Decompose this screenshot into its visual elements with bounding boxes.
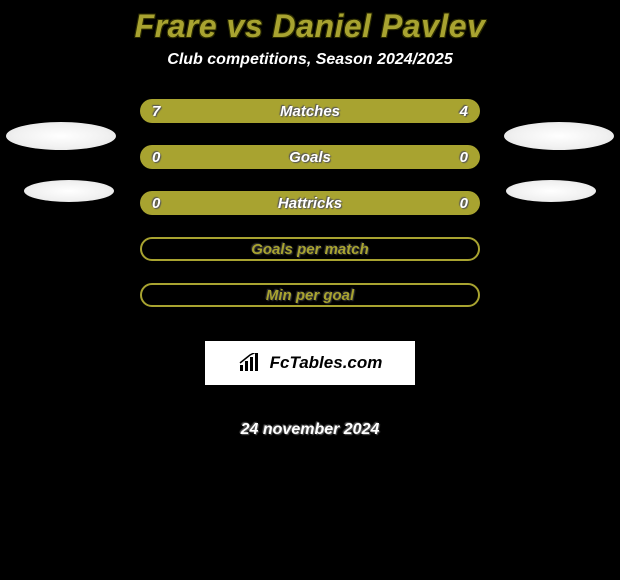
source-logo[interactable]: FcTables.com bbox=[205, 341, 415, 385]
stat-row-hattricks: 0 Hattricks 0 bbox=[140, 191, 480, 215]
stat-right-value: 0 bbox=[460, 191, 468, 215]
stat-left-value: 7 bbox=[152, 99, 160, 123]
stat-label: Goals bbox=[289, 149, 331, 166]
stat-left-value: 0 bbox=[152, 145, 160, 169]
source-logo-text: FcTables.com bbox=[270, 353, 383, 373]
bar-chart-icon bbox=[238, 353, 262, 373]
stat-label: Hattricks bbox=[278, 195, 342, 212]
stat-row-matches: 7 Matches 4 bbox=[140, 99, 480, 123]
page-subtitle: Club competitions, Season 2024/2025 bbox=[167, 51, 452, 69]
stat-left-value: 0 bbox=[152, 191, 160, 215]
stat-row-goals: 0 Goals 0 bbox=[140, 145, 480, 169]
stat-right-value: 0 bbox=[460, 145, 468, 169]
stat-label: Min per goal bbox=[266, 287, 354, 304]
stat-right-value: 4 bbox=[460, 99, 468, 123]
stat-row-min-per-goal: Min per goal bbox=[140, 283, 480, 307]
stat-label: Goals per match bbox=[251, 241, 369, 258]
stats-column: 7 Matches 4 0 Goals 0 0 Hattricks 0 Goal… bbox=[0, 99, 620, 439]
comparison-card: Frare vs Daniel Pavlev Club competitions… bbox=[0, 0, 620, 580]
page-title: Frare vs Daniel Pavlev bbox=[135, 8, 486, 45]
snapshot-date: 24 november 2024 bbox=[241, 421, 380, 439]
stat-label: Matches bbox=[280, 103, 340, 120]
stat-row-goals-per-match: Goals per match bbox=[140, 237, 480, 261]
